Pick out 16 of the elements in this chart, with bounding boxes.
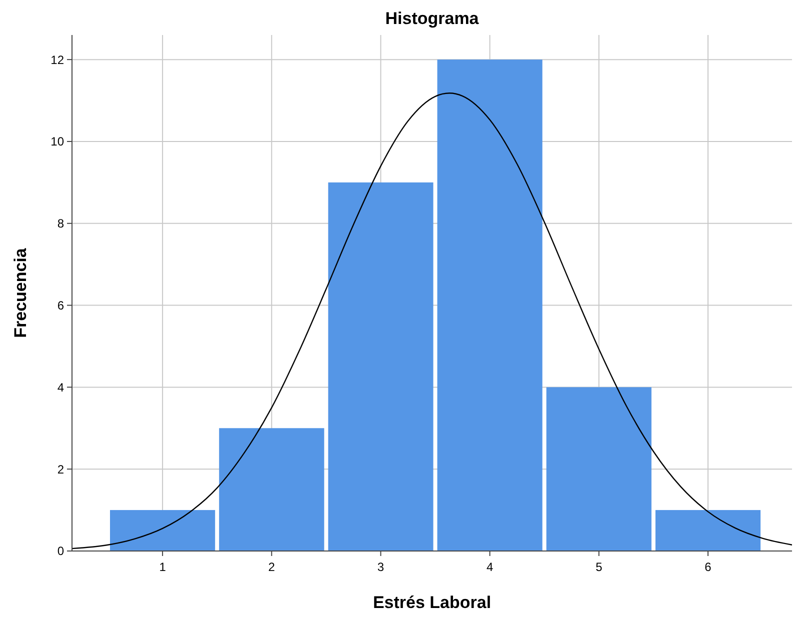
x-tick-label: 5 bbox=[596, 560, 603, 574]
x-tick-label: 4 bbox=[486, 560, 494, 574]
x-tick-label: 6 bbox=[704, 560, 712, 574]
y-tick-label: 2 bbox=[57, 462, 64, 476]
y-axis-title: Frecuencia bbox=[11, 248, 30, 338]
y-tick-label: 10 bbox=[50, 134, 64, 149]
y-tick-label: 12 bbox=[50, 52, 64, 67]
y-tick-label: 0 bbox=[57, 544, 64, 558]
x-tick-label: 2 bbox=[268, 560, 276, 574]
x-tick-label: 3 bbox=[377, 560, 384, 574]
x-tick-label: 1 bbox=[159, 560, 166, 574]
y-tick-label: 6 bbox=[57, 298, 64, 312]
chart-title: Histograma bbox=[385, 9, 480, 28]
x-axis-title: Estrés Laboral bbox=[372, 593, 492, 612]
y-tick-label: 4 bbox=[57, 380, 64, 394]
y-tick-label: 8 bbox=[57, 216, 64, 231]
